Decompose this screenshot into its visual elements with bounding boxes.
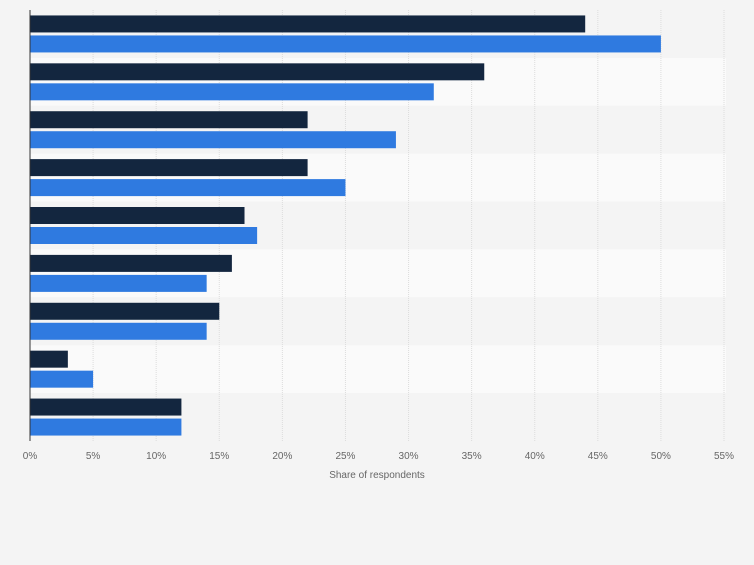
x-tick-label: 55%: [714, 451, 734, 462]
bar-series-1: [30, 398, 182, 416]
bar-series-2: [30, 227, 258, 244]
bar-series-2: [30, 274, 207, 292]
x-tick-label: 50%: [651, 451, 671, 462]
bar-series-2: [30, 322, 207, 340]
bar-series-1: [30, 207, 245, 224]
bar-series-2: [30, 131, 396, 149]
bar-series-2: [30, 35, 661, 53]
x-tick-label: 35%: [462, 451, 482, 462]
bar-series-1: [30, 350, 68, 368]
x-axis-label: Share of respondents: [329, 470, 425, 481]
x-tick-label: 45%: [588, 451, 608, 462]
bar-series-1: [30, 254, 232, 272]
bar-series-2: [30, 179, 346, 197]
x-tick-label: 30%: [399, 451, 419, 462]
bars: [30, 15, 661, 436]
x-tick-label: 10%: [146, 451, 166, 462]
bar-series-2: [30, 418, 182, 436]
x-tick-label: 40%: [525, 451, 545, 462]
bar-series-1: [30, 15, 586, 33]
x-tick-label: 15%: [209, 451, 229, 462]
bar-series-1: [30, 302, 220, 320]
x-tick-label: 0%: [23, 451, 38, 462]
bar-series-1: [30, 111, 308, 129]
row-band: [30, 345, 726, 394]
x-tick-labels: 0% 5% 10% 15% 20% 25% 30% 35% 40% 45% 50% 55%: [23, 451, 734, 462]
bar-series-1: [30, 159, 308, 177]
x-tick-label: 25%: [335, 451, 355, 462]
row-bands: [30, 10, 726, 441]
x-tick-label: 20%: [272, 451, 292, 462]
x-tick-label: 5%: [86, 451, 101, 462]
bar-series-2: [30, 83, 434, 101]
bar-series-1: [30, 63, 485, 81]
bar-series-2: [30, 370, 94, 388]
